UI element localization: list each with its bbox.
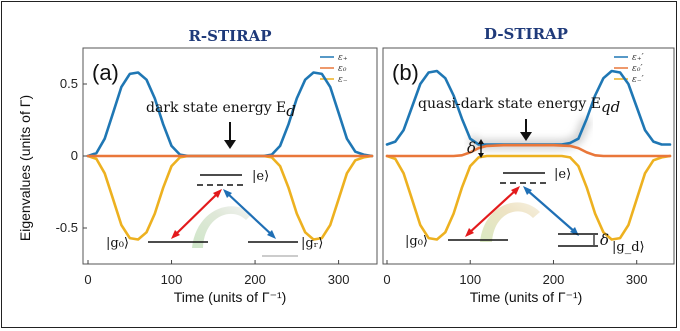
state-a-ground-right: |gᵣ⟩ <box>301 236 323 251</box>
arrow-a-pump-head-up <box>213 189 222 198</box>
arrow-a-pump <box>174 192 219 236</box>
arrow-b-pump-head-down <box>465 228 474 237</box>
legend-b-label-minus: ε₋′ <box>632 75 644 85</box>
panel-a-title: R-STIRAP <box>188 27 271 45</box>
panel-b-x-axis-label: Time (units of Γ⁻¹) <box>470 289 583 305</box>
panel-a-annotation-text: dark state energy E <box>146 100 286 116</box>
panel-b-delta-head-up <box>478 139 484 144</box>
panel-b-delta-head-down <box>478 153 484 158</box>
x-tick-label-a-300: 300 <box>328 272 350 287</box>
series-line-b-zero <box>385 143 672 158</box>
state-b-ground-right: |g_d⟩ <box>612 240 645 255</box>
arrow-a-stokes-head-up <box>223 189 232 198</box>
panel-b-label: (b) <box>392 60 419 85</box>
state-a-ground-left: |g₀⟩ <box>106 236 129 251</box>
x-tick-label-a-200: 200 <box>244 272 266 287</box>
panel-b-series <box>385 69 672 241</box>
level-b-adiabatic-arc <box>480 202 540 242</box>
x-tick-label-b-300: 300 <box>626 272 648 287</box>
series-line-b-minus <box>385 154 672 241</box>
panel-a-x-axis-label: Time (units of Γ⁻¹) <box>174 289 287 305</box>
panel-b: D-STIRAP (b) ε₊′ ε₀′ ε₋′ 0 100 200 300 quas… <box>382 25 675 305</box>
legend-a-label-plus: ε₊ <box>338 53 348 63</box>
panel-b-annotation-text: quasi-dark state energy E <box>418 96 601 112</box>
level-b-delta-label: δ <box>600 231 609 249</box>
y-tick-label-a-0.5: 0.5 <box>60 76 78 91</box>
y-axis-label: Eigenvalues (units of Γ) <box>17 95 33 241</box>
panel-a-label: (a) <box>92 60 119 85</box>
state-b-ground-left: |g₀⟩ <box>405 234 428 249</box>
panel-a-annotation-sub: d <box>286 102 296 120</box>
state-b-excited: |e⟩ <box>554 167 571 182</box>
arrow-b-stokes-head-up <box>523 186 532 195</box>
panel-b-ticks: 0 100 200 300 <box>383 260 648 287</box>
panel-a-annotation-arrowhead <box>224 140 236 149</box>
panel-a: R-STIRAP (a) ε₊ ε₀ ε₋ 0 100 200 300 0.5 0 -0.5… <box>56 27 378 305</box>
panel-b-annotation-sub: qd <box>601 98 620 116</box>
panel-a-level-diagram: |e⟩ |g₀⟩ |gᵣ⟩ <box>106 169 323 257</box>
legend-b-label-plus: ε₊′ <box>632 53 644 63</box>
level-a-adiabatic-arc <box>192 206 252 248</box>
panel-b-delta-label: δ <box>467 139 476 157</box>
arrow-b-pump-head-up <box>511 186 520 195</box>
y-tick-label-a--0.5: -0.5 <box>56 220 78 235</box>
x-tick-label-b-0: 0 <box>383 272 390 287</box>
panel-a-annotation: dark state energy Ed <box>146 100 296 120</box>
panel-b-annotation: quasi-dark state energy Eqd <box>418 96 620 116</box>
legend-b-label-zero: ε₀′ <box>632 64 642 74</box>
arrow-a-stokes <box>226 192 273 236</box>
panel-a-legend: ε₊ ε₀ ε₋ <box>320 53 348 85</box>
arrow-a-stokes-head-down <box>267 230 276 239</box>
panel-b-title: D-STIRAP <box>484 25 568 43</box>
panel-a-ticks: 0 100 200 300 0.5 0 -0.5 <box>56 76 350 287</box>
x-tick-label-a-100: 100 <box>161 272 183 287</box>
legend-a-label-minus: ε₋ <box>338 75 348 85</box>
x-tick-label-b-100: 100 <box>459 272 481 287</box>
arrow-b-stokes <box>526 189 576 233</box>
legend-a-label-zero: ε₀ <box>338 64 347 74</box>
panel-b-annotation-arrowhead <box>520 132 532 141</box>
x-tick-label-b-200: 200 <box>543 272 565 287</box>
y-tick-label-a-0: 0 <box>71 148 78 163</box>
state-a-excited: |e⟩ <box>252 169 269 184</box>
arrow-a-pump-head-down <box>171 230 180 239</box>
arrow-b-pump <box>468 189 517 234</box>
panel-a-series <box>86 71 374 241</box>
panel-b-level-diagram: |e⟩ |g₀⟩ δ |g_d⟩ <box>405 167 645 255</box>
x-tick-label-a-0: 0 <box>84 272 91 287</box>
